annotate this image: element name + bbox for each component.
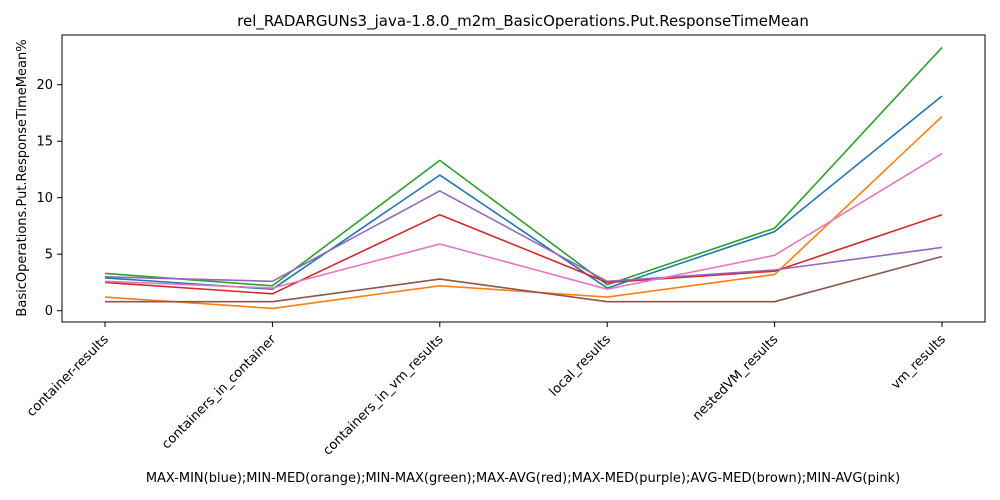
series-layer (104, 46, 943, 310)
series-line (105, 255, 943, 303)
series-line (104, 152, 943, 291)
series-line (104, 213, 943, 295)
y-axis: 0 5 10 15 20 (36, 78, 62, 319)
series-line (104, 46, 943, 287)
x-tick-label: container-results (24, 332, 112, 420)
y-tick-label: 20 (36, 78, 53, 93)
x-tick-label: local_results (547, 332, 615, 400)
x-tick-label: containers_in_container (159, 332, 280, 453)
x-axis-label: MAX-MIN(blue);MIN-MED(orange);MIN-MAX(gr… (146, 471, 900, 486)
plot-frame (61, 34, 986, 323)
y-tick-label: 0 (45, 304, 53, 319)
y-tick-label: 10 (36, 191, 53, 206)
x-tick-label: nestedVM_results (690, 332, 782, 424)
y-tick-label: 15 (36, 135, 53, 150)
chart-title: rel_RADARGUNs3_java-1.8.0_m2m_BasicOpera… (237, 12, 809, 31)
series-line (104, 190, 943, 283)
y-tick-label: 5 (45, 248, 53, 263)
x-tick-label: containers_in_vm_results (320, 332, 446, 458)
x-tick-label: vm_results (888, 332, 949, 393)
x-axis: container-results containers_in_container… (24, 322, 949, 459)
series-line (104, 115, 943, 310)
series-line (104, 95, 943, 291)
y-axis-label: BasicOperations.Put.ResponseTimeMean% (15, 39, 30, 316)
